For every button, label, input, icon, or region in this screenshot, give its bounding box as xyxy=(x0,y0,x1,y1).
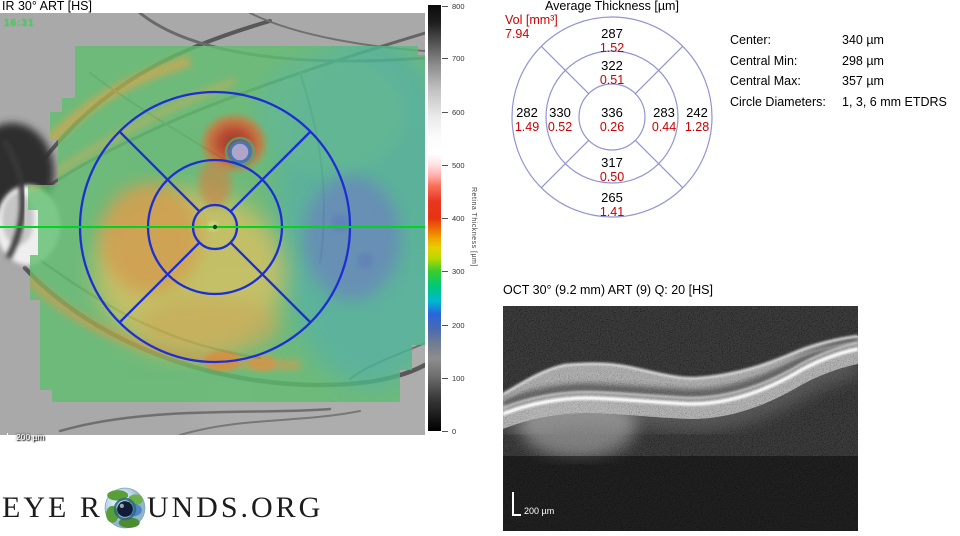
stat-row-center: Center: 340 µm xyxy=(730,33,884,48)
oct-ilm-layer-line xyxy=(502,334,859,396)
ir-overlay-tag: 16:31 xyxy=(4,18,35,29)
etdrs-sector-superior-outer: 287 1.52 xyxy=(599,26,625,56)
colorbar-tick: 200 xyxy=(442,321,465,330)
etdrs-sector-left-inner: 330 0.52 xyxy=(547,105,573,135)
colorbar-tick: 800 xyxy=(442,2,465,11)
colorbar-tick: 500 xyxy=(442,161,465,170)
macular-volume: Vol [mm³] 7.94 xyxy=(505,13,558,41)
colorbar-tick: 0 xyxy=(442,427,456,436)
globe-eye-icon xyxy=(104,487,146,529)
logo-text-right: UNDS.ORG xyxy=(146,491,324,524)
fundus-scale-label: 200 µm xyxy=(16,432,45,442)
thickness-color-overlay xyxy=(28,46,425,402)
etdrs-sector-superior-inner: 322 0.51 xyxy=(599,58,625,88)
thickness-colorbar xyxy=(428,5,441,431)
oct-scan-title: OCT 30° (9.2 mm) ART (9) Q: 20 [HS] xyxy=(503,283,713,297)
colorbar-tick: 300 xyxy=(442,267,465,276)
etdrs-sector-inferior-inner: 317 0.50 xyxy=(599,155,625,185)
etdrs-sector-left-outer: 282 1.49 xyxy=(514,105,540,135)
oct-rpe-layer-line xyxy=(502,347,859,416)
oct-bscan-graphic xyxy=(497,306,861,531)
colorbar-axis-label: Retina Thickness [µm] xyxy=(470,187,477,267)
oct-scale-label: 200 µm xyxy=(524,506,555,516)
stat-row-central-max: Central Max: 357 µm xyxy=(730,74,884,89)
etdrs-thickness-diagram: Average Thickness [µm] Vol [mm³] 7.94 28… xyxy=(505,0,725,225)
fundus-scale-bar: 200 µm xyxy=(7,432,45,442)
logo-text-left: EYE R xyxy=(2,491,103,524)
oct-scale-bar: 200 µm xyxy=(512,492,554,516)
etdrs-diagram-title: Average Thickness [µm] xyxy=(545,0,679,13)
etdrs-sector-right-inner: 283 0.44 xyxy=(651,105,677,135)
measurement-stats: Center: 340 µm Central Min: 298 µm Central… xyxy=(730,30,960,112)
volume-label: Vol [mm³] xyxy=(505,13,558,27)
colorbar-tick: 700 xyxy=(442,54,465,63)
oct-bscan-image: 200 µm xyxy=(497,306,861,531)
colorbar-tick: 400 xyxy=(442,214,465,223)
scale-bracket-icon xyxy=(512,492,521,516)
stat-row-circle-diameters: Circle Diameters: 1, 3, 6 mm ETDRS xyxy=(730,94,947,109)
ir-image-title: IR 30° ART [HS] xyxy=(2,0,92,13)
colorbar-tick: 600 xyxy=(442,108,465,117)
colorbar-tick: 100 xyxy=(442,374,465,383)
colorbar-ticks: 800 700 600 500 400 300 200 100 0 xyxy=(442,2,482,436)
etdrs-diagram-rings xyxy=(511,16,713,218)
scale-bracket-icon xyxy=(7,433,14,442)
fundus-thickness-map-image: 16:31 200 µm xyxy=(0,11,625,536)
etdrs-sector-center: 336 0.26 xyxy=(599,105,625,135)
etdrs-sector-right-outer: 242 1.28 xyxy=(684,105,710,135)
stat-row-central-min: Central Min: 298 µm xyxy=(730,53,884,68)
fovea-center-marker xyxy=(212,224,218,230)
fundus-graphic xyxy=(0,11,625,536)
etdrs-sector-inferior-outer: 265 1.41 xyxy=(599,190,625,220)
volume-value: 7.94 xyxy=(505,27,530,41)
eyerounds-logo: EYE R UNDS.ORG xyxy=(2,484,323,532)
